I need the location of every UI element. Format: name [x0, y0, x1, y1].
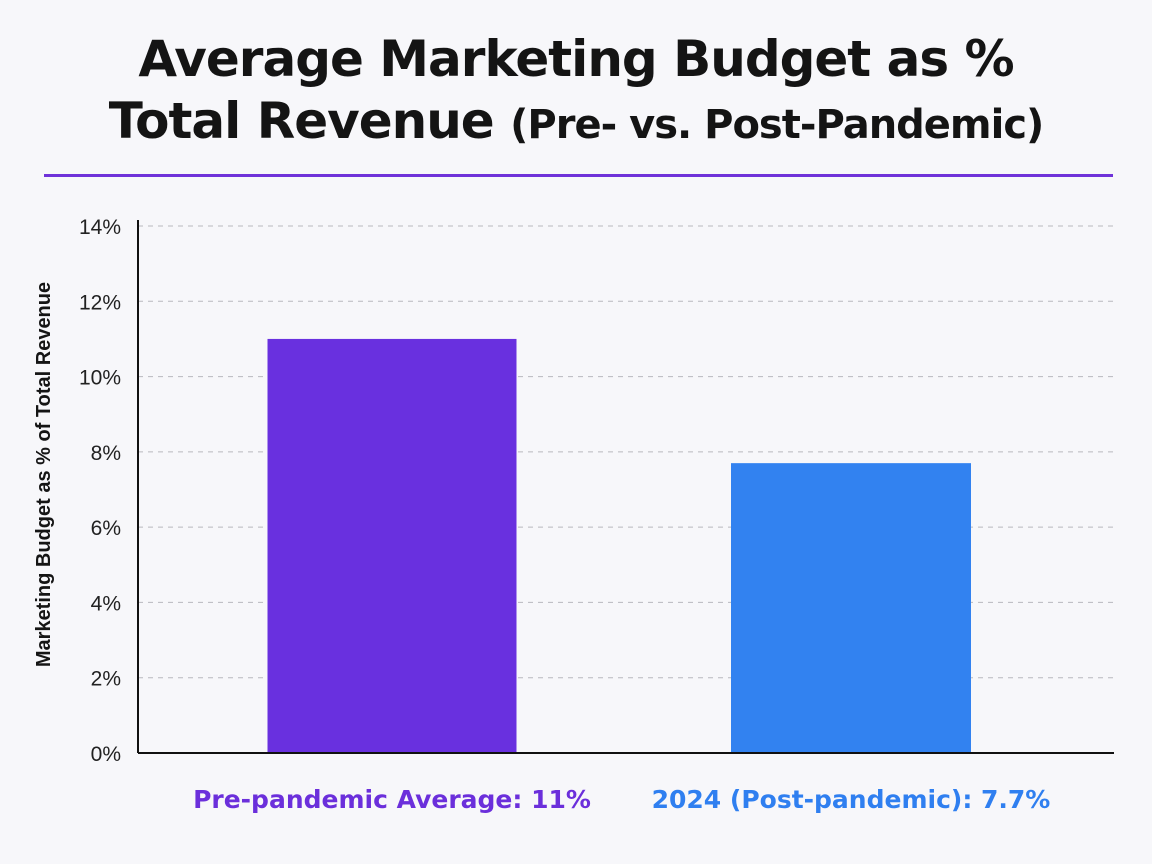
category-labels: Pre-pandemic Average: 11% 2024 (Post-pand… [193, 785, 1050, 814]
chart-title: Average Marketing Budget as % Total Reve… [0, 28, 1152, 156]
y-tick-label: 6% [91, 517, 121, 540]
bars [267, 338, 971, 753]
bar [731, 463, 971, 753]
bar [267, 338, 517, 753]
y-tick-label: 2% [91, 668, 121, 691]
y-tick-label: 10% [79, 367, 121, 390]
y-tick-label: 12% [79, 291, 121, 314]
y-tick-label: 14% [79, 216, 121, 239]
category-label: 2024 (Post-pandemic): 7.7% [652, 785, 1051, 814]
chart-title-main: Total Revenue [108, 92, 495, 150]
chart-title-line-1: Average Marketing Budget as % [138, 30, 1014, 88]
y-tick-label: 0% [91, 743, 121, 766]
chart-title-line-2: Total Revenue (Pre- vs. Post-Pandemic) [0, 90, 1152, 156]
chart-title-parenthetical: (Pre- vs. Post-Pandemic) [510, 102, 1044, 148]
title-divider [44, 174, 1113, 177]
y-axis-title: Marketing Budget as % of Total Revenue [33, 282, 55, 667]
category-label: Pre-pandemic Average: 11% [193, 785, 591, 814]
y-tick-labels: 0% 2% 4% 6% 8% 10% 12% 14% [79, 216, 121, 766]
axes [137, 220, 1114, 754]
y-tick-label: 8% [91, 442, 121, 465]
y-tick-label: 4% [91, 592, 121, 615]
